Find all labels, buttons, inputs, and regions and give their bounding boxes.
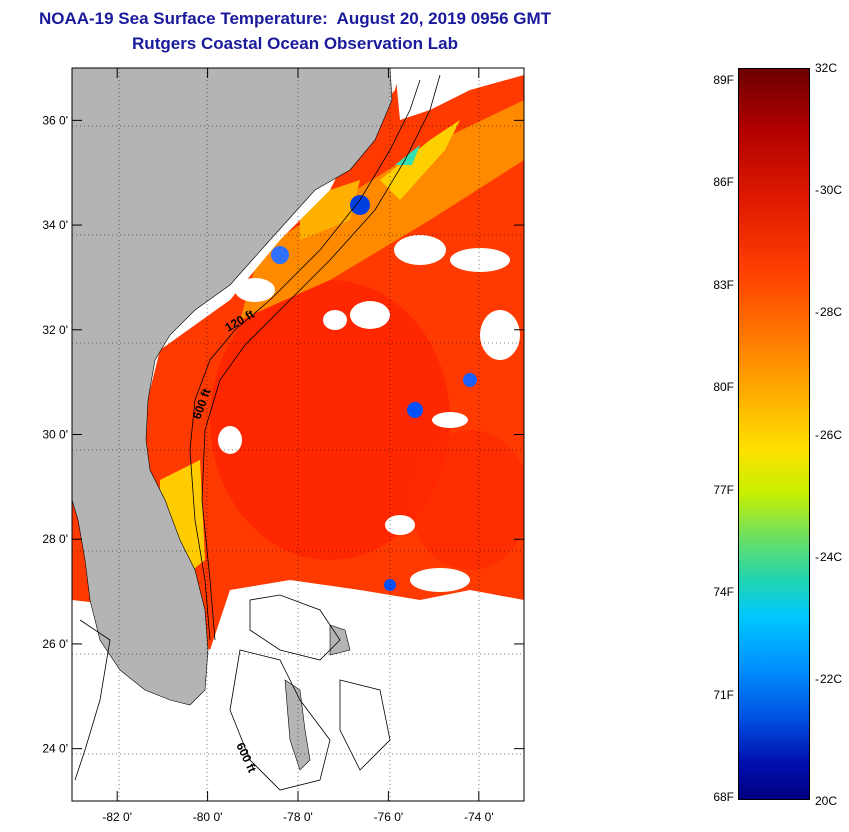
colorbar-f-label: 80F: [713, 380, 734, 395]
lat-tick-label: 28 0': [42, 532, 68, 546]
lat-tick-label: 36 0': [42, 113, 68, 127]
lon-tick-label: -76 0': [374, 810, 404, 824]
colorbar-f-label: 89F: [713, 73, 734, 87]
colorbar-f-label: 71F: [713, 687, 734, 702]
lon-tick-label: -74 0': [464, 810, 494, 824]
colorbar-c-bottom: 20C: [815, 794, 838, 808]
colorbar-c-label: 24C: [815, 550, 842, 564]
colorbar-f-label: 68F: [713, 790, 734, 804]
bathymetry-contours: [74, 74, 441, 791]
map-content: [72, 68, 524, 801]
lat-tick-label: 34 0': [42, 218, 68, 232]
colorbar-c-top: 32C: [815, 61, 838, 75]
title-line-2: Rutgers Coastal Ocean Observation Lab: [132, 34, 458, 53]
colorbar-c-label: 30C: [815, 183, 842, 197]
colorbar-f-label: 83F: [713, 277, 734, 292]
colorbar-c-label: 26C: [815, 428, 842, 442]
lat-tick-label: 24 0': [42, 742, 68, 756]
southeast-us-coast: [72, 68, 393, 706]
temperature-colorbar: [738, 68, 810, 800]
colorbar-c-label: 28C: [815, 305, 842, 319]
andros-island: [284, 679, 311, 771]
lon-tick-label: -78 0': [283, 810, 313, 824]
lat-axis: 36 0' 34 0' 32 0' 30 0' 28 0' 26 0' 24 0': [42, 113, 524, 756]
graticule: [72, 68, 524, 801]
colorbar-f-label: 77F: [713, 482, 734, 497]
colorbar-f-label: 86F: [713, 175, 734, 190]
sst-cool-bands: [160, 100, 524, 580]
lon-tick-label: -80 0': [193, 810, 223, 824]
lon-axis: -82 0' -80 0' -78 0' -76 0' -74 0': [102, 68, 494, 824]
lat-tick-label: 32 0': [42, 323, 68, 337]
lat-tick-label: 30 0': [42, 428, 68, 442]
lon-tick-label: -82 0': [102, 810, 132, 824]
title-line-1: NOAA-19 Sea Surface Temperature: August …: [38, 9, 552, 28]
colorbar-c-label: 22C: [815, 672, 842, 686]
colorbar-f-label: 74F: [713, 585, 734, 600]
lat-tick-label: 26 0': [42, 637, 68, 651]
